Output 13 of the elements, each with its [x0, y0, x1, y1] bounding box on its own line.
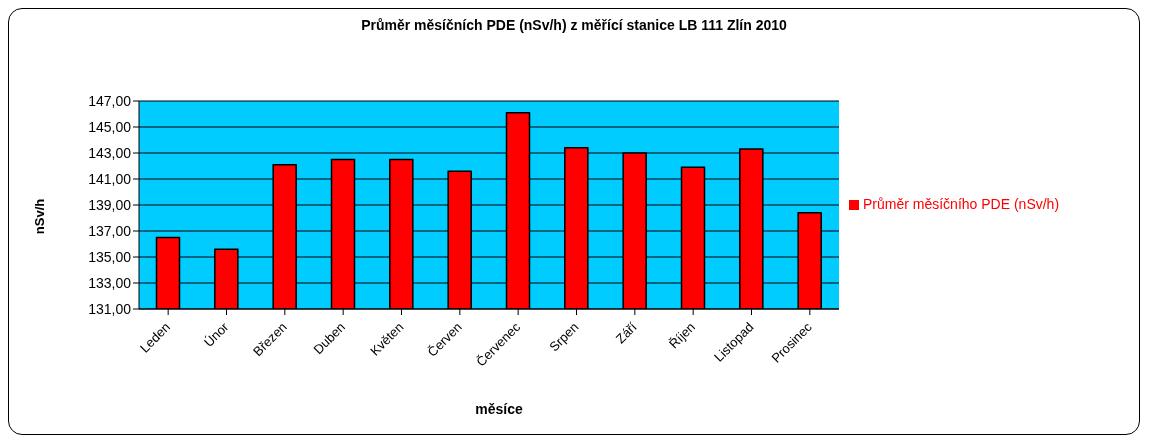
y-axis-title: nSv/h — [31, 197, 47, 237]
y-tick-label: 141,00 — [88, 170, 132, 187]
y-tick-label: 137,00 — [88, 222, 132, 239]
y-tick-label: 147,00 — [88, 92, 132, 109]
x-axis-title: měsíce — [474, 401, 524, 417]
y-tick-label: 133,00 — [88, 274, 132, 291]
y-tick-label: 131,00 — [88, 300, 132, 317]
legend-label: Průměr měsíčního PDE (nSv/h) — [863, 196, 1060, 212]
y-tick-label: 139,00 — [88, 196, 132, 213]
y-tick-label: 135,00 — [88, 248, 132, 265]
chart-title: Průměr měsíčních PDE (nSv/h) z měřící stanice LB 111 Zlín 2010 — [360, 17, 788, 33]
y-tick-label: 145,00 — [88, 118, 132, 135]
y-tick-label: 143,00 — [88, 144, 132, 161]
